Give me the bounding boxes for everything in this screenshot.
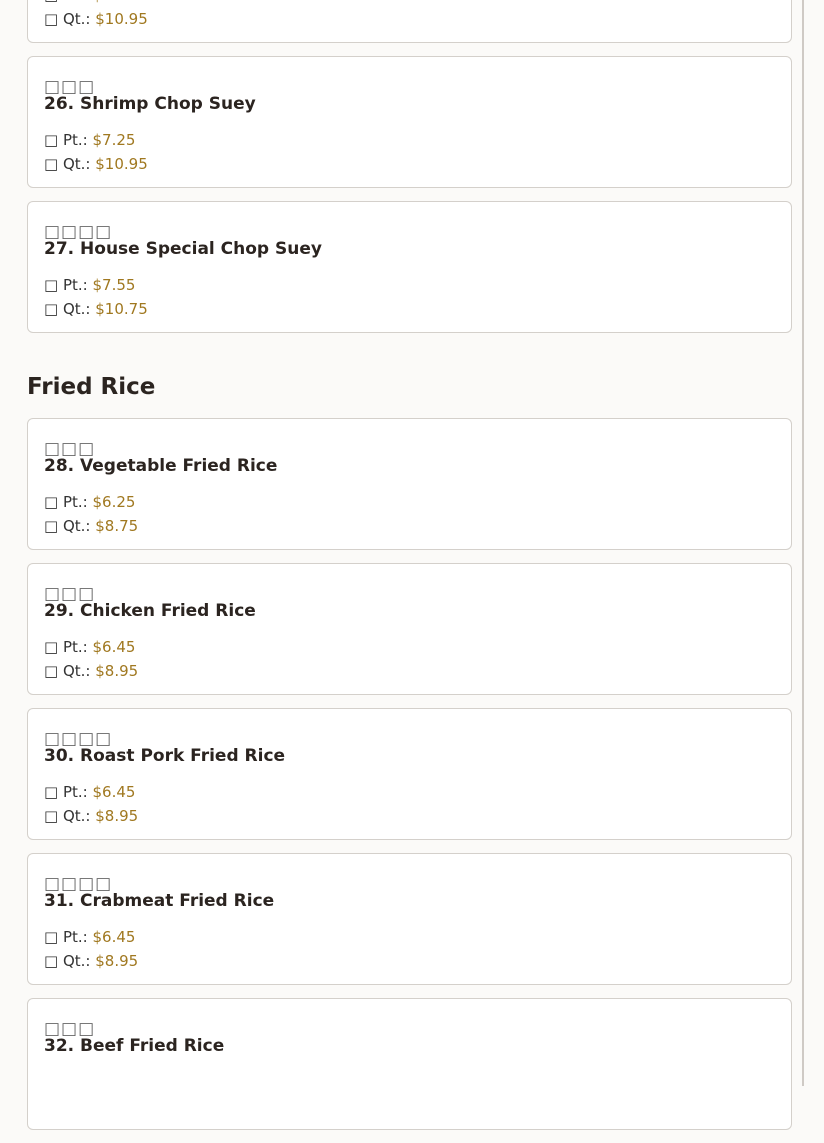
pint-price: $7.25 (92, 131, 136, 149)
quart-label: Qt.: (62, 662, 91, 680)
quart-label: Qt.: (62, 807, 91, 825)
chinese-name: □□□□ (44, 874, 113, 894)
pint-label: Pt.: (63, 0, 88, 4)
bowl-icon: □ (44, 928, 59, 946)
bowl-icon: □ (44, 300, 59, 318)
quart-label: Qt.: (62, 952, 91, 970)
quart-price: $10.95 (95, 155, 148, 173)
bowl-icon: □ (44, 952, 59, 970)
menu-item-card: □□□ 26. Shrimp Chop Suey □ Pt.: $7.25 □ Q… (27, 56, 792, 188)
chinese-name: □□□ (44, 77, 96, 97)
item-name: 31. Crabmeat Fried Rice (44, 891, 275, 911)
menu-item-card: □□□ 25. Chop Suey□ Pt.: $7.25 □ Qt.: $10… (27, 0, 792, 43)
menu-item-card: □□□□ 31. Crabmeat Fried Rice □ Pt.: $6.45… (27, 853, 792, 985)
bowl-icon: □ (44, 0, 58, 4)
pint-label: Pt.: (62, 493, 88, 511)
item-name: 29. Chicken Fried Rice (44, 601, 256, 621)
quart-label: Qt.: (62, 10, 91, 28)
pint-price: $6.45 (92, 638, 136, 656)
pint-label: Pt.: (62, 276, 88, 294)
section-heading: Fried Rice (27, 374, 156, 400)
scrollbar-track[interactable] (802, 0, 804, 1086)
chinese-name: □□□ (44, 439, 96, 459)
bowl-icon: □ (44, 517, 59, 535)
quart-label: Qt.: (62, 155, 91, 173)
pint-price-row: □ Pt.: $7.25 (44, 0, 135, 4)
pint-price-row: □ Pt.: $6.25 (44, 493, 135, 511)
quart-price: $8.75 (95, 517, 139, 535)
pint-price: $7.25 (93, 0, 136, 4)
pint-price: $6.25 (92, 493, 136, 511)
quart-price-row: □ Qt.: $8.95 (44, 807, 138, 825)
menu-item-card: □□□ 29. Chicken Fried Rice □ Pt.: $6.45 □… (27, 563, 792, 695)
bowl-icon: □ (44, 276, 59, 294)
pint-price-row: □ Pt.: $6.45 (44, 928, 135, 946)
bowl-icon: □ (44, 10, 59, 28)
pint-price: $6.45 (92, 783, 136, 801)
pint-price: $6.45 (92, 928, 136, 946)
bowl-icon: □ (44, 807, 59, 825)
item-name: 26. Shrimp Chop Suey (44, 94, 256, 114)
quart-price-row: □ Qt.: $8.95 (44, 662, 138, 680)
pint-label: Pt.: (62, 928, 88, 946)
menu-item-card: □□□□ 30. Roast Pork Fried Rice □ Pt.: $6.… (27, 708, 792, 840)
menu-item-card: □□□ 32. Beef Fried Rice (27, 998, 792, 1130)
bowl-icon: □ (44, 131, 59, 149)
quart-price-row: □ Qt.: $10.95 (44, 155, 148, 173)
quart-price: $10.75 (95, 300, 148, 318)
item-name: 30. Roast Pork Fried Rice (44, 746, 286, 766)
item-name: 32. Beef Fried Rice (44, 1036, 225, 1056)
quart-price-row: □ Qt.: $8.95 (44, 952, 138, 970)
chinese-name: □□□ (44, 584, 96, 604)
quart-price: $8.95 (95, 952, 139, 970)
bowl-icon: □ (44, 662, 59, 680)
quart-price: $8.95 (95, 807, 139, 825)
chinese-name: □□□□ (44, 729, 113, 749)
pint-price-row: □ Pt.: $6.45 (44, 783, 135, 801)
quart-label: Qt.: (62, 300, 91, 318)
quart-price-row: □ Qt.: $8.75 (44, 517, 138, 535)
pint-label: Pt.: (62, 131, 88, 149)
pint-price-row: □ Pt.: $6.45 (44, 638, 135, 656)
quart-price-row: □ Qt.: $10.95 (44, 10, 148, 28)
quart-label: Qt.: (62, 517, 91, 535)
pint-label: Pt.: (62, 638, 88, 656)
quart-price: $8.95 (95, 662, 139, 680)
pint-price-row: □ Pt.: $7.55 (44, 276, 135, 294)
pint-price: $7.55 (92, 276, 136, 294)
chinese-name: □□□□ (44, 222, 113, 242)
quart-price-row: □ Qt.: $10.75 (44, 300, 148, 318)
menu-item-card: □□□ 28. Vegetable Fried Rice □ Pt.: $6.25… (27, 418, 792, 550)
quart-price: $10.95 (95, 10, 148, 28)
chinese-name: □□□ (44, 1019, 96, 1039)
bowl-icon: □ (44, 155, 59, 173)
bowl-icon: □ (44, 783, 59, 801)
menu-list: □□□ 25. Chop Suey□ Pt.: $7.25 □ Qt.: $10… (27, 0, 792, 1143)
pint-price-row: □ Pt.: $7.25 (44, 131, 135, 149)
bowl-icon: □ (44, 493, 59, 511)
item-name: 27. House Special Chop Suey (44, 239, 322, 259)
item-name: 28. Vegetable Fried Rice (44, 456, 278, 476)
pint-label: Pt.: (62, 783, 88, 801)
bowl-icon: □ (44, 638, 59, 656)
menu-item-card: □□□□ 27. House Special Chop Suey □ Pt.: $… (27, 201, 792, 333)
